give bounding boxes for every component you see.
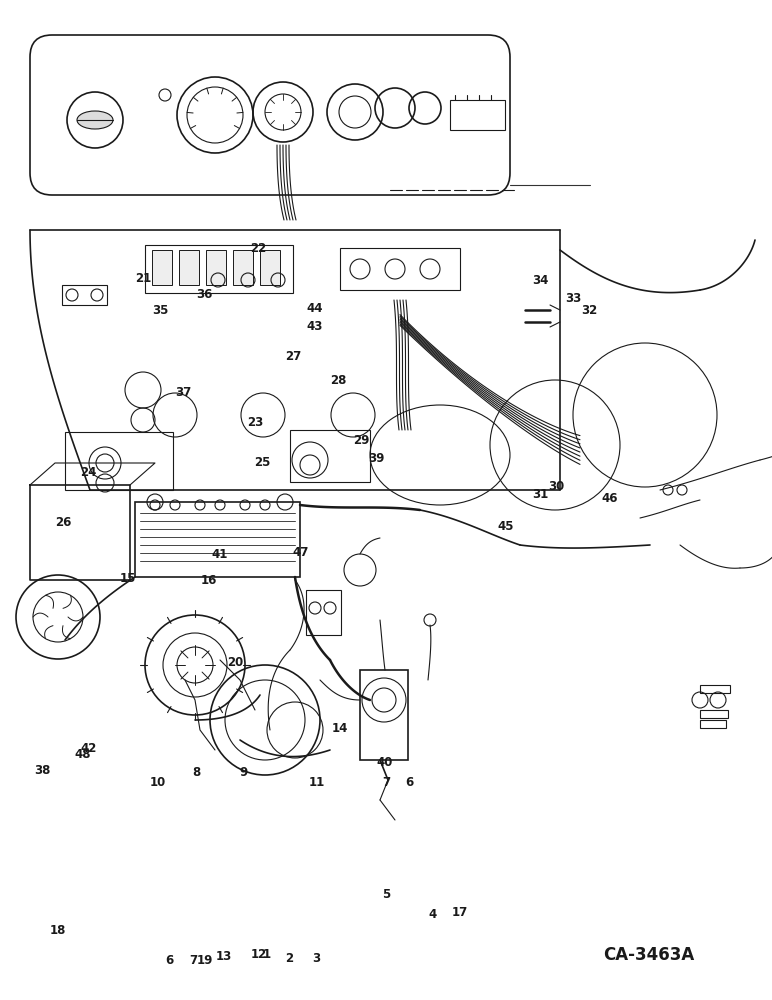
Text: 9: 9 (239, 766, 247, 778)
Text: 32: 32 (581, 304, 598, 316)
Bar (290, 430, 370, 482)
Text: 45: 45 (497, 520, 514, 534)
Bar (206, 250, 226, 285)
Bar (152, 250, 172, 285)
Text: 14: 14 (331, 722, 348, 734)
Text: 37: 37 (174, 386, 191, 399)
Text: 44: 44 (306, 302, 323, 314)
Text: 40: 40 (376, 756, 393, 770)
Text: 6: 6 (405, 776, 413, 788)
Text: 24: 24 (80, 466, 97, 480)
Bar (260, 250, 280, 285)
Ellipse shape (77, 111, 113, 129)
Text: 21: 21 (134, 271, 151, 284)
Bar (179, 250, 199, 285)
Text: 39: 39 (368, 452, 385, 464)
Text: 42: 42 (80, 742, 97, 754)
Bar (340, 248, 460, 290)
Bar (306, 590, 341, 635)
Text: 46: 46 (601, 492, 618, 506)
Bar (145, 245, 293, 293)
Bar (62, 285, 107, 305)
Text: 13: 13 (215, 950, 232, 962)
Text: 15: 15 (119, 572, 136, 584)
Text: 17: 17 (451, 906, 468, 918)
Text: 18: 18 (49, 924, 66, 936)
Text: 31: 31 (532, 488, 549, 502)
Text: 7: 7 (382, 776, 390, 788)
Bar (700, 685, 730, 693)
Text: 36: 36 (196, 288, 213, 302)
Text: 8: 8 (193, 766, 201, 778)
Text: 34: 34 (532, 273, 549, 286)
Text: 22: 22 (250, 241, 267, 254)
Text: 29: 29 (353, 434, 370, 446)
Text: 47: 47 (292, 546, 309, 560)
Text: 1: 1 (262, 948, 270, 960)
Text: 4: 4 (428, 908, 436, 922)
Text: 23: 23 (246, 416, 263, 430)
Text: 33: 33 (565, 292, 582, 304)
Text: 3: 3 (313, 952, 320, 964)
Text: 16: 16 (200, 574, 217, 586)
Bar (360, 670, 408, 760)
Bar (233, 250, 253, 285)
Bar (450, 100, 505, 130)
Text: 10: 10 (150, 776, 167, 788)
Text: 25: 25 (254, 456, 271, 470)
Text: 6: 6 (166, 954, 174, 966)
Text: 20: 20 (227, 656, 244, 670)
Text: 2: 2 (286, 952, 293, 964)
Bar (700, 710, 728, 718)
Bar (700, 720, 726, 728)
Text: 7: 7 (189, 954, 197, 966)
Text: 5: 5 (382, 888, 390, 902)
Text: CA-3463A: CA-3463A (603, 946, 694, 964)
Text: 26: 26 (55, 516, 72, 528)
Text: 19: 19 (196, 954, 213, 968)
Text: 11: 11 (308, 776, 325, 788)
Text: 30: 30 (547, 481, 564, 493)
Text: 48: 48 (74, 748, 91, 762)
Bar (135, 502, 300, 577)
Text: 43: 43 (306, 320, 323, 334)
Text: 28: 28 (330, 373, 347, 386)
Text: 38: 38 (34, 764, 51, 776)
Text: 41: 41 (212, 548, 229, 562)
Text: 27: 27 (285, 351, 302, 363)
Bar (65, 432, 173, 490)
Text: 12: 12 (250, 948, 267, 962)
Text: 35: 35 (152, 304, 169, 316)
